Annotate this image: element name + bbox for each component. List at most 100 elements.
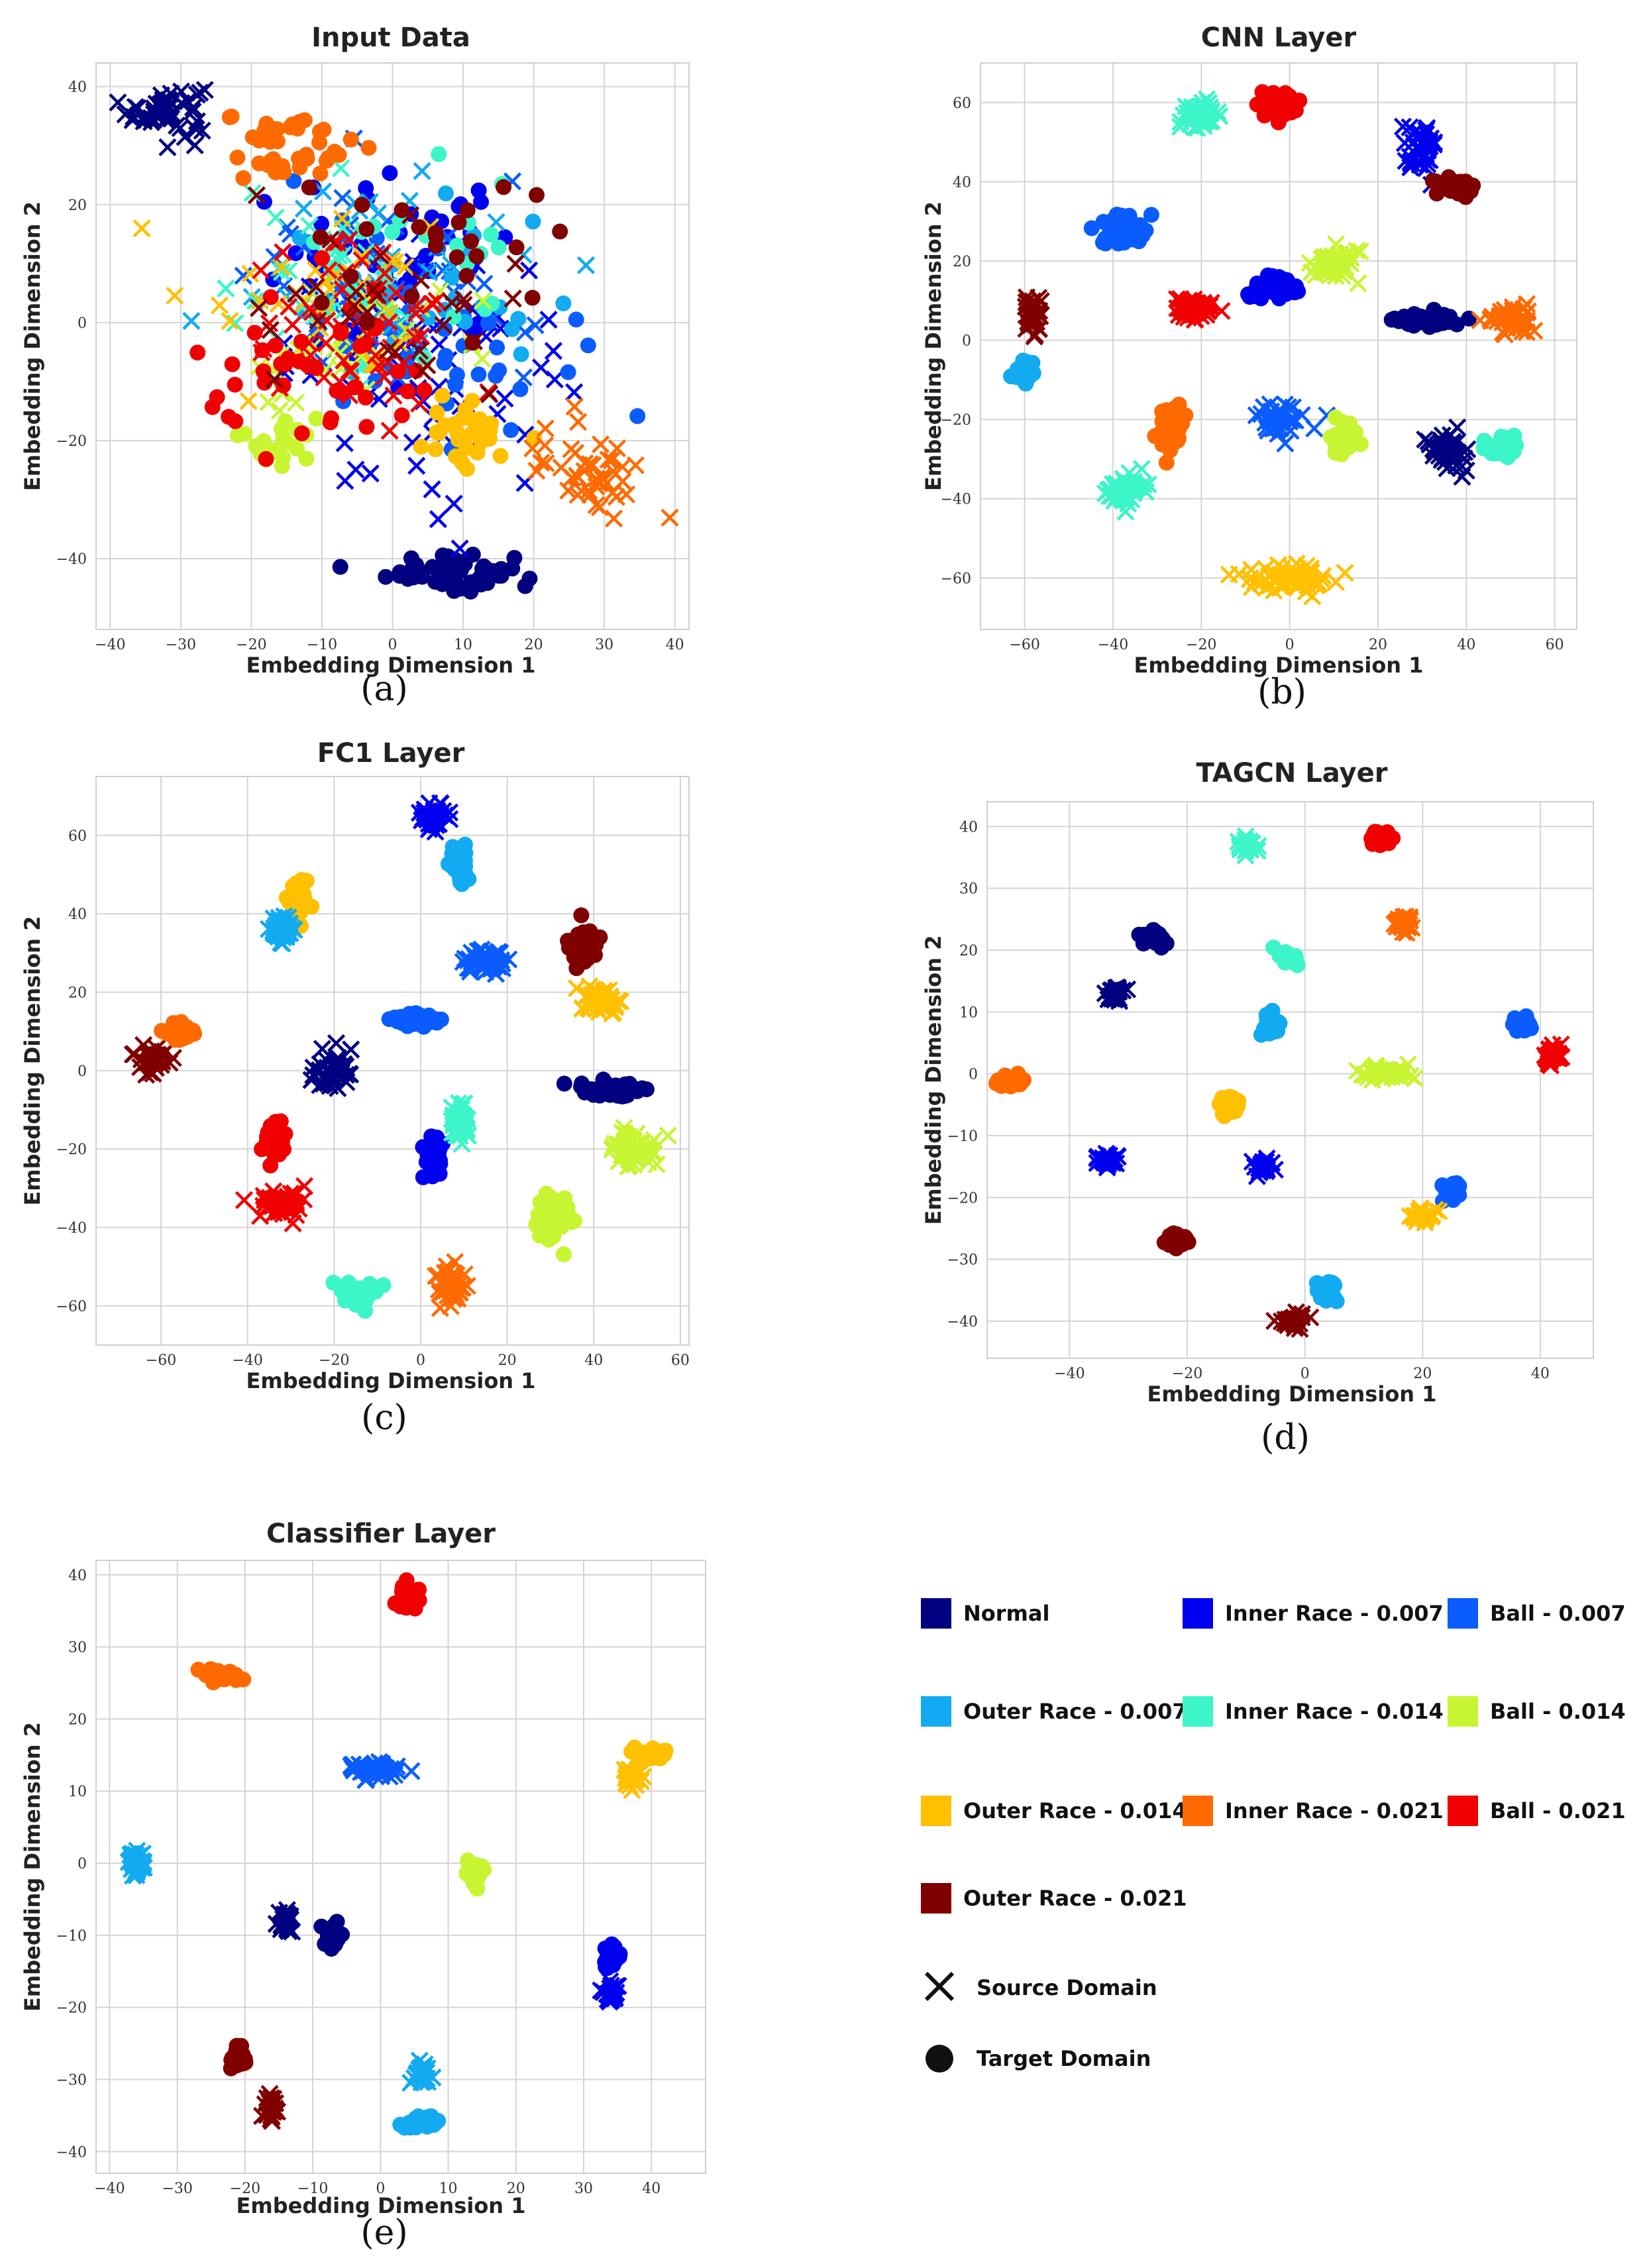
source-point bbox=[149, 109, 168, 127]
target-point bbox=[541, 1191, 557, 1207]
source-point bbox=[580, 455, 599, 473]
source-point bbox=[475, 274, 494, 293]
source-point bbox=[285, 1184, 303, 1203]
source-point bbox=[352, 251, 371, 270]
target-point bbox=[313, 294, 330, 311]
source-point bbox=[610, 1152, 628, 1171]
target-point bbox=[292, 229, 308, 246]
legend-label: Target Domain bbox=[977, 2046, 1151, 2071]
target-point bbox=[578, 947, 594, 963]
legend-item-b021: Ball - 0.021 bbox=[1448, 1791, 1626, 1831]
source-point bbox=[1025, 309, 1044, 327]
target-point bbox=[568, 311, 584, 328]
source-point bbox=[333, 280, 352, 299]
source-point bbox=[613, 1123, 631, 1142]
source-point bbox=[482, 951, 500, 970]
target-point bbox=[429, 404, 445, 421]
x-tick-label: −30 bbox=[166, 637, 196, 653]
points-layer bbox=[123, 794, 677, 1319]
plot-frame bbox=[986, 801, 1594, 1359]
source-point bbox=[284, 315, 302, 334]
target-point bbox=[580, 337, 596, 354]
target-point bbox=[292, 113, 308, 130]
source-point bbox=[241, 264, 260, 283]
y-tick-label: −40 bbox=[56, 551, 87, 568]
target-point bbox=[327, 143, 343, 160]
x-axis-label: Embedding Dimension 1 bbox=[237, 2193, 526, 2218]
target-point bbox=[325, 1274, 342, 1291]
source-point bbox=[1212, 301, 1231, 320]
y-tick-label: 0 bbox=[78, 1063, 87, 1080]
target-point bbox=[411, 562, 427, 578]
target-point bbox=[308, 410, 325, 427]
y-tick-label: −10 bbox=[947, 1128, 978, 1145]
target-point bbox=[1022, 358, 1037, 374]
source-point bbox=[559, 481, 578, 500]
target-point bbox=[423, 1143, 440, 1160]
x-tick-label: −20 bbox=[236, 637, 266, 653]
source-point bbox=[340, 308, 358, 327]
source-point bbox=[1175, 303, 1194, 321]
target-point bbox=[392, 1008, 409, 1025]
source-point bbox=[1112, 478, 1130, 496]
source-point bbox=[606, 1134, 624, 1153]
y-axis-label: Embedding Dimension 2 bbox=[20, 916, 45, 1206]
target-point bbox=[358, 419, 375, 435]
source-point bbox=[443, 1098, 461, 1116]
source-point bbox=[313, 1040, 331, 1058]
legend-item-ir014: Inner Race - 0.014 bbox=[1183, 1692, 1444, 1731]
points-layer bbox=[988, 824, 1571, 1338]
source-point bbox=[186, 136, 204, 154]
y-axis-label: Embedding Dimension 2 bbox=[921, 936, 946, 1225]
source-point bbox=[287, 394, 305, 412]
x-tick-label: 20 bbox=[1369, 637, 1387, 653]
y-tick-label: −10 bbox=[56, 1928, 87, 1945]
target-point bbox=[1251, 284, 1267, 300]
target-point bbox=[489, 339, 505, 356]
y-tick-label: −60 bbox=[56, 1299, 87, 1315]
source-point bbox=[572, 482, 591, 500]
source-point bbox=[368, 286, 387, 305]
source-point bbox=[317, 1071, 335, 1090]
target-point bbox=[312, 165, 329, 182]
target-point bbox=[459, 202, 476, 219]
source-point bbox=[129, 99, 147, 117]
source-point bbox=[262, 2095, 280, 2114]
target-point bbox=[251, 155, 268, 172]
target-point bbox=[154, 1022, 170, 1039]
source-point bbox=[1456, 443, 1474, 461]
target-point bbox=[281, 894, 297, 910]
y-tick-label: 20 bbox=[68, 197, 87, 214]
x-tick-label: 30 bbox=[574, 2181, 593, 2197]
target-point bbox=[204, 399, 221, 415]
target-point bbox=[600, 1942, 617, 1959]
target-point bbox=[449, 237, 466, 254]
y-tick-label: 40 bbox=[68, 906, 87, 923]
source-point bbox=[545, 370, 564, 389]
plot-frame bbox=[980, 62, 1577, 630]
legend-item-b014: Ball - 0.014 bbox=[1448, 1692, 1626, 1731]
target-point bbox=[268, 441, 285, 458]
x-tick-label: 40 bbox=[584, 1352, 603, 1369]
source-point bbox=[407, 457, 426, 475]
target-point bbox=[1448, 182, 1465, 198]
target-point bbox=[1083, 220, 1100, 237]
legend-item-source-domain: Source Domain bbox=[921, 1968, 1157, 2008]
target-point bbox=[470, 1858, 487, 1874]
source-point bbox=[1326, 572, 1346, 592]
source-point bbox=[1103, 986, 1122, 1004]
legend-swatch bbox=[1183, 1796, 1213, 1826]
source-point bbox=[337, 1073, 356, 1091]
source-point bbox=[1315, 248, 1334, 266]
source-point bbox=[443, 1123, 461, 1142]
source-point bbox=[333, 209, 351, 228]
target-point bbox=[437, 321, 453, 337]
source-point bbox=[480, 385, 499, 404]
legend-item-b007: Ball - 0.007 bbox=[1448, 1593, 1626, 1633]
target-point bbox=[394, 202, 410, 219]
target-point bbox=[462, 233, 479, 250]
target-point bbox=[394, 407, 410, 423]
source-point bbox=[450, 539, 469, 558]
target-point bbox=[228, 1672, 244, 1688]
source-point bbox=[613, 472, 632, 491]
